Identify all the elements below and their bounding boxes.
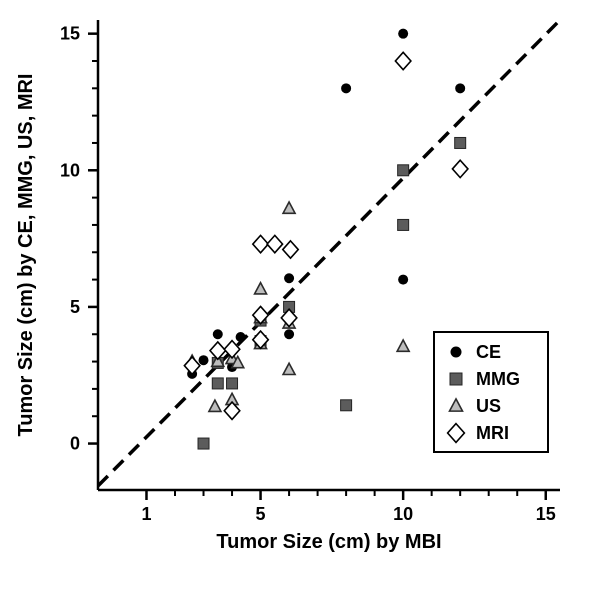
y-tick-label: 0 bbox=[70, 434, 80, 454]
x-tick-label: 10 bbox=[393, 504, 413, 524]
scatter-chart: 151015051015Tumor Size (cm) by MBITumor … bbox=[0, 0, 614, 593]
chart-svg: 151015051015Tumor Size (cm) by MBITumor … bbox=[0, 0, 614, 593]
legend-label: MMG bbox=[476, 369, 520, 389]
y-tick-label: 10 bbox=[60, 160, 80, 180]
legend-label: CE bbox=[476, 342, 501, 362]
legend: CE MMG US MRI bbox=[434, 332, 548, 452]
x-tick-label: 15 bbox=[536, 504, 556, 524]
legend-label: US bbox=[476, 396, 501, 416]
legend-item-MRI: MRI bbox=[448, 423, 509, 443]
y-tick-label: 15 bbox=[60, 24, 80, 44]
y-axis-label: Tumor Size (cm) by CE, MMG, US, MRI bbox=[15, 74, 37, 437]
legend-label: MRI bbox=[476, 423, 509, 443]
x-tick-label: 5 bbox=[256, 504, 266, 524]
x-axis-label: Tumor Size (cm) by MBI bbox=[216, 531, 441, 553]
y-tick-label: 5 bbox=[70, 297, 80, 317]
x-tick-label: 1 bbox=[141, 504, 151, 524]
